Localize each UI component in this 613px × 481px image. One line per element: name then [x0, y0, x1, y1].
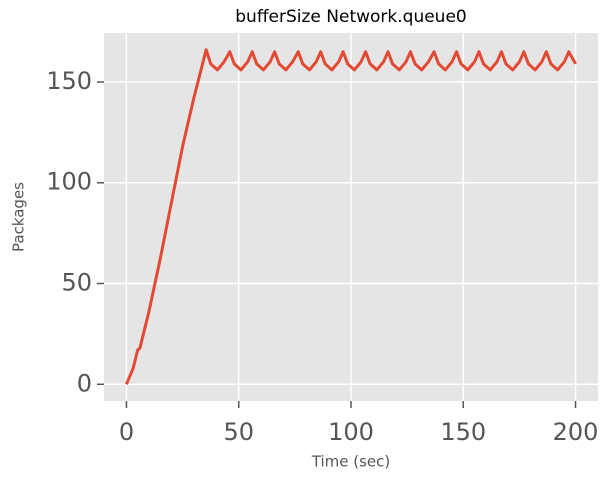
y-tick-label: 50 — [61, 269, 92, 297]
chart-title: bufferSize Network.queue0 — [235, 7, 466, 27]
y-axis-label: Packages — [10, 182, 28, 252]
y-tick-label: 150 — [46, 67, 92, 95]
x-tick-label: 150 — [440, 418, 486, 446]
x-tick-label: 0 — [119, 418, 134, 446]
line-series — [125, 48, 577, 385]
x-axis-label: Time (sec) — [311, 453, 390, 471]
y-tick-label: 100 — [46, 168, 92, 196]
x-tick-label: 200 — [553, 418, 599, 446]
x-tick-label: 50 — [223, 418, 254, 446]
x-tick-label: 100 — [328, 418, 374, 446]
y-tick-label: 0 — [77, 369, 92, 397]
